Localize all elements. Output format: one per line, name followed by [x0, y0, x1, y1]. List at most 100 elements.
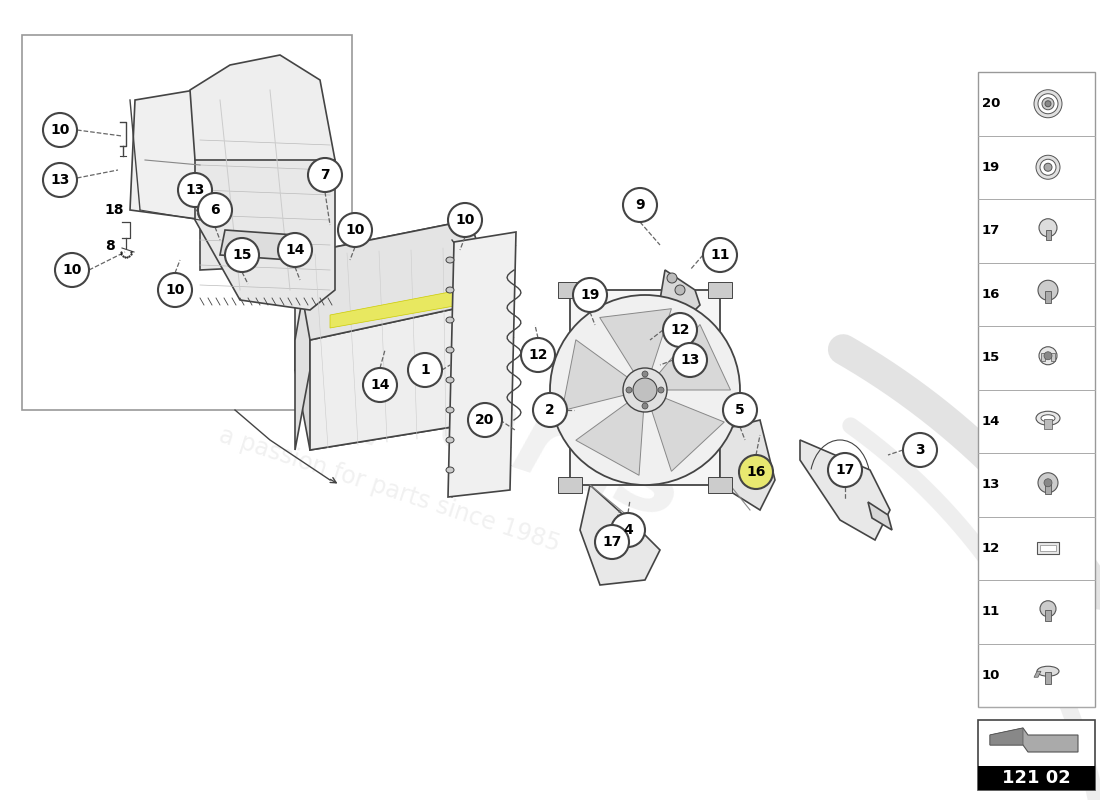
Circle shape — [198, 193, 232, 227]
Ellipse shape — [446, 467, 454, 473]
Text: 7: 7 — [320, 168, 330, 182]
Polygon shape — [195, 90, 336, 310]
Circle shape — [158, 273, 192, 307]
Circle shape — [1044, 163, 1052, 171]
Text: 17: 17 — [835, 463, 855, 477]
Text: 16: 16 — [982, 288, 1000, 301]
Text: 10: 10 — [455, 213, 475, 227]
Circle shape — [723, 393, 757, 427]
Polygon shape — [562, 340, 629, 410]
Circle shape — [1038, 94, 1058, 114]
Bar — [1045, 230, 1050, 240]
Text: 5: 5 — [735, 403, 745, 417]
Ellipse shape — [446, 347, 454, 353]
Text: 13: 13 — [680, 353, 700, 367]
Circle shape — [623, 368, 667, 412]
Text: 10: 10 — [51, 123, 69, 137]
Ellipse shape — [446, 437, 454, 443]
Circle shape — [226, 238, 258, 272]
Polygon shape — [580, 485, 660, 585]
Polygon shape — [448, 232, 516, 497]
Text: 12: 12 — [670, 323, 690, 337]
Polygon shape — [600, 309, 671, 373]
Text: 14: 14 — [982, 414, 1000, 428]
Circle shape — [658, 387, 664, 393]
Text: 17: 17 — [982, 224, 1000, 238]
Polygon shape — [558, 477, 582, 493]
Circle shape — [363, 368, 397, 402]
Polygon shape — [330, 290, 460, 328]
Circle shape — [468, 403, 502, 437]
Ellipse shape — [446, 287, 454, 293]
Circle shape — [610, 513, 645, 547]
Polygon shape — [190, 55, 336, 160]
Text: elitparts: elitparts — [160, 277, 700, 543]
Circle shape — [1038, 280, 1058, 300]
Circle shape — [632, 378, 657, 402]
Polygon shape — [295, 340, 495, 450]
Polygon shape — [200, 205, 310, 270]
Circle shape — [43, 163, 77, 197]
Text: 19: 19 — [982, 161, 1000, 174]
Text: 11: 11 — [982, 606, 1000, 618]
Polygon shape — [868, 502, 892, 530]
Text: 15: 15 — [232, 248, 252, 262]
Polygon shape — [130, 90, 250, 220]
Circle shape — [595, 525, 629, 559]
Circle shape — [43, 113, 77, 147]
Ellipse shape — [1037, 666, 1059, 676]
Bar — [1045, 291, 1050, 303]
Circle shape — [308, 158, 342, 192]
Circle shape — [739, 455, 773, 489]
Bar — [1041, 353, 1045, 361]
Polygon shape — [558, 282, 582, 298]
Circle shape — [1036, 155, 1060, 179]
Circle shape — [1045, 101, 1050, 106]
Circle shape — [278, 233, 312, 267]
Polygon shape — [1037, 542, 1059, 554]
Polygon shape — [1040, 546, 1056, 551]
Circle shape — [903, 433, 937, 467]
Text: 10: 10 — [982, 669, 1000, 682]
Circle shape — [1034, 90, 1062, 118]
Circle shape — [1040, 159, 1056, 175]
Circle shape — [1040, 218, 1057, 237]
Polygon shape — [658, 325, 730, 390]
Circle shape — [673, 343, 707, 377]
Circle shape — [1044, 352, 1052, 360]
Circle shape — [663, 313, 697, 347]
Ellipse shape — [446, 377, 454, 383]
Circle shape — [642, 403, 648, 409]
Text: 18: 18 — [104, 203, 123, 217]
Text: 15: 15 — [982, 351, 1000, 364]
Circle shape — [1042, 98, 1054, 110]
Bar — [978, 766, 1094, 790]
Ellipse shape — [446, 407, 454, 413]
Text: 10: 10 — [63, 263, 81, 277]
Circle shape — [1044, 478, 1052, 486]
Circle shape — [703, 238, 737, 272]
Text: 12: 12 — [528, 348, 548, 362]
Text: 8: 8 — [106, 239, 114, 253]
Polygon shape — [570, 290, 721, 485]
Circle shape — [1038, 473, 1058, 493]
Text: 4: 4 — [623, 523, 632, 537]
Circle shape — [626, 387, 632, 393]
Text: 12: 12 — [982, 542, 1000, 554]
Text: 6: 6 — [210, 203, 220, 217]
Text: 9: 9 — [635, 198, 645, 212]
Polygon shape — [708, 282, 732, 298]
Text: 10: 10 — [345, 223, 365, 237]
Text: 121 02: 121 02 — [1002, 769, 1071, 787]
Text: 16: 16 — [746, 465, 766, 479]
Circle shape — [642, 371, 648, 377]
Ellipse shape — [1036, 411, 1060, 426]
Circle shape — [667, 273, 676, 283]
Circle shape — [675, 285, 685, 295]
Text: 10: 10 — [165, 283, 185, 297]
Polygon shape — [990, 728, 1078, 752]
Polygon shape — [575, 402, 644, 475]
Text: 1: 1 — [420, 363, 430, 377]
Text: 3: 3 — [915, 443, 925, 457]
Circle shape — [1040, 601, 1056, 617]
